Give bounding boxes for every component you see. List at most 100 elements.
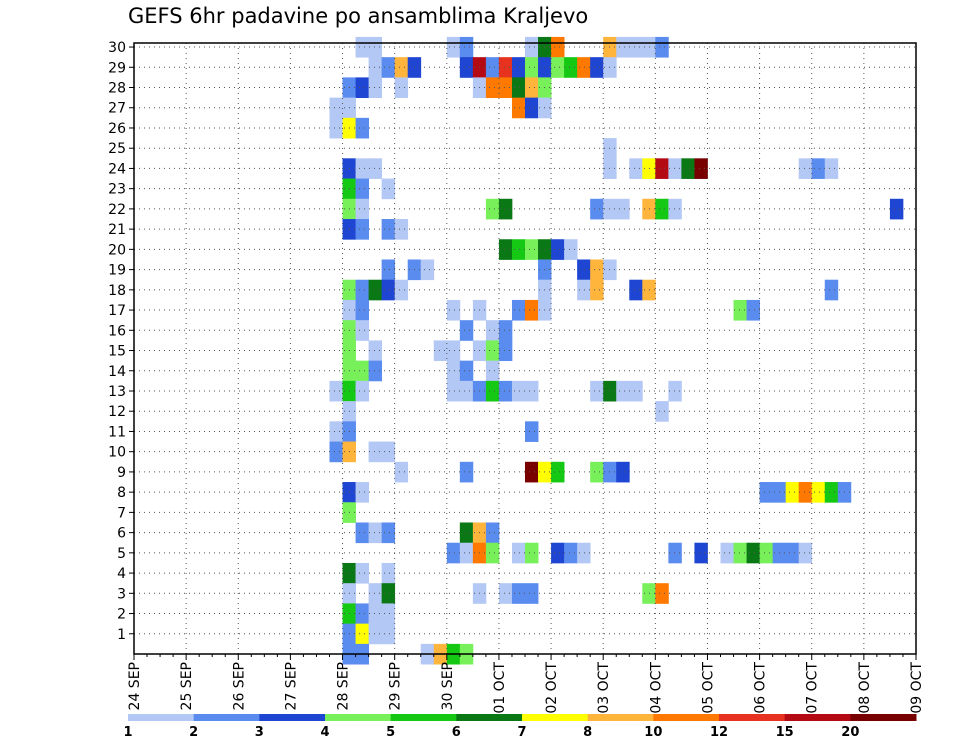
heatmap-cell bbox=[355, 219, 369, 240]
heatmap-cell bbox=[511, 97, 526, 119]
x-tick-label: 29 SEP bbox=[388, 662, 404, 710]
heatmap-cell bbox=[616, 198, 630, 220]
heatmap-cell bbox=[655, 401, 669, 422]
heatmap-cell bbox=[616, 380, 630, 402]
heatmap-cell bbox=[485, 542, 500, 564]
heatmap-cell bbox=[629, 36, 643, 58]
heatmap-cell bbox=[498, 239, 513, 260]
colorbar-label: 2 bbox=[189, 725, 198, 740]
heatmap-cell bbox=[629, 380, 643, 402]
heatmap-cell bbox=[368, 279, 383, 301]
heatmap-cell bbox=[498, 77, 513, 99]
heatmap-cell bbox=[511, 77, 526, 99]
y-tick-label: 13 bbox=[108, 384, 126, 400]
heatmap-cell bbox=[381, 259, 396, 281]
heatmap-cell bbox=[525, 583, 539, 604]
heatmap-cell bbox=[446, 299, 461, 321]
heatmap-cell bbox=[446, 36, 461, 58]
y-tick-label: 29 bbox=[108, 60, 126, 76]
heatmap-cell bbox=[525, 461, 539, 483]
y-tick-label: 21 bbox=[108, 222, 126, 238]
y-tick-label: 9 bbox=[117, 465, 126, 481]
heatmap-cell bbox=[668, 380, 682, 402]
colorbar-label: 1 bbox=[123, 725, 132, 740]
x-tick-label: 24 SEP bbox=[127, 662, 143, 710]
heatmap-cell bbox=[355, 77, 369, 99]
colorbar-swatch bbox=[259, 714, 326, 721]
heatmap-cell bbox=[616, 36, 630, 58]
x-tick-label: 08 OCT bbox=[857, 662, 873, 714]
heatmap-cell bbox=[564, 57, 578, 78]
y-tick-label: 6 bbox=[117, 526, 126, 542]
y-tick-label: 7 bbox=[117, 505, 126, 521]
heatmap-cell bbox=[446, 360, 461, 382]
heatmap-cell bbox=[525, 542, 539, 564]
heatmap-cell bbox=[355, 360, 369, 382]
heatmap-cell bbox=[668, 158, 682, 179]
y-tick-label: 12 bbox=[108, 404, 126, 420]
heatmap-cell bbox=[525, 57, 539, 78]
heatmap-cell bbox=[485, 320, 500, 341]
y-tick-label: 5 bbox=[117, 546, 126, 562]
y-tick-label: 17 bbox=[108, 303, 126, 319]
heatmap-cell bbox=[590, 198, 604, 220]
heatmap-cell bbox=[355, 623, 369, 645]
heatmap-cell bbox=[525, 77, 539, 99]
heatmap-cell bbox=[525, 239, 539, 260]
x-tick-label: 02 OCT bbox=[544, 662, 560, 714]
y-tick-label: 24 bbox=[108, 161, 126, 177]
heatmap-cell bbox=[798, 158, 813, 179]
heatmap-cell bbox=[681, 158, 695, 179]
heatmap-cell bbox=[355, 603, 369, 625]
heatmap-cell bbox=[590, 380, 604, 402]
heatmap-cell bbox=[459, 36, 474, 58]
colorbar-swatch bbox=[390, 714, 457, 721]
heatmap-cell bbox=[733, 299, 747, 321]
heatmap-cell bbox=[355, 562, 369, 584]
heatmap-cell bbox=[459, 320, 474, 341]
x-tick-label: 28 SEP bbox=[336, 662, 352, 710]
heatmap-cell bbox=[485, 57, 500, 78]
heatmap-cell bbox=[629, 279, 643, 301]
heatmap-cell bbox=[720, 542, 734, 564]
heatmap-cell bbox=[798, 482, 813, 503]
heatmap-cell bbox=[564, 542, 578, 564]
colorbar-label: 5 bbox=[386, 725, 395, 740]
heatmap-cell bbox=[485, 198, 500, 220]
heatmap-cell bbox=[446, 340, 461, 362]
heatmap-cell bbox=[459, 57, 474, 78]
heatmap-cell bbox=[485, 360, 500, 382]
heatmap-cell bbox=[733, 542, 747, 564]
heatmap-cell bbox=[785, 482, 800, 503]
colorbar-label: 12 bbox=[710, 725, 728, 740]
heatmap-cell bbox=[511, 57, 526, 78]
heatmap-cell bbox=[485, 522, 500, 544]
heatmap-cell bbox=[668, 542, 682, 564]
colorbar-label: 4 bbox=[320, 725, 329, 740]
heatmap-cell bbox=[694, 158, 708, 179]
y-tick-label: 28 bbox=[108, 81, 126, 97]
heatmap-cell bbox=[629, 158, 643, 179]
heatmap-cell bbox=[511, 299, 526, 321]
heatmap-cell bbox=[329, 97, 343, 119]
colorbar-label: 10 bbox=[644, 725, 662, 740]
chart-title: GEFS 6hr padavine po ansamblima Kraljevo bbox=[128, 4, 589, 28]
y-tick-label: 14 bbox=[108, 364, 126, 380]
y-tick-label: 18 bbox=[108, 283, 126, 299]
colorbar-swatch bbox=[850, 714, 917, 721]
heatmap-cell bbox=[577, 542, 591, 564]
heatmap-cell bbox=[551, 57, 565, 78]
y-tick-label: 23 bbox=[108, 182, 126, 198]
x-tick-label: 30 SEP bbox=[440, 662, 456, 710]
heatmap-cell bbox=[394, 279, 409, 301]
colorbar-label: 15 bbox=[776, 725, 794, 740]
heatmap-cell bbox=[577, 57, 591, 78]
heatmap-cell bbox=[811, 482, 826, 503]
heatmap-cell bbox=[381, 583, 396, 604]
heatmap-cell bbox=[511, 239, 526, 260]
heatmap-cell bbox=[355, 299, 369, 321]
heatmap-cell bbox=[459, 542, 474, 564]
y-tick-label: 27 bbox=[108, 101, 126, 117]
heatmap-cell bbox=[590, 461, 604, 483]
